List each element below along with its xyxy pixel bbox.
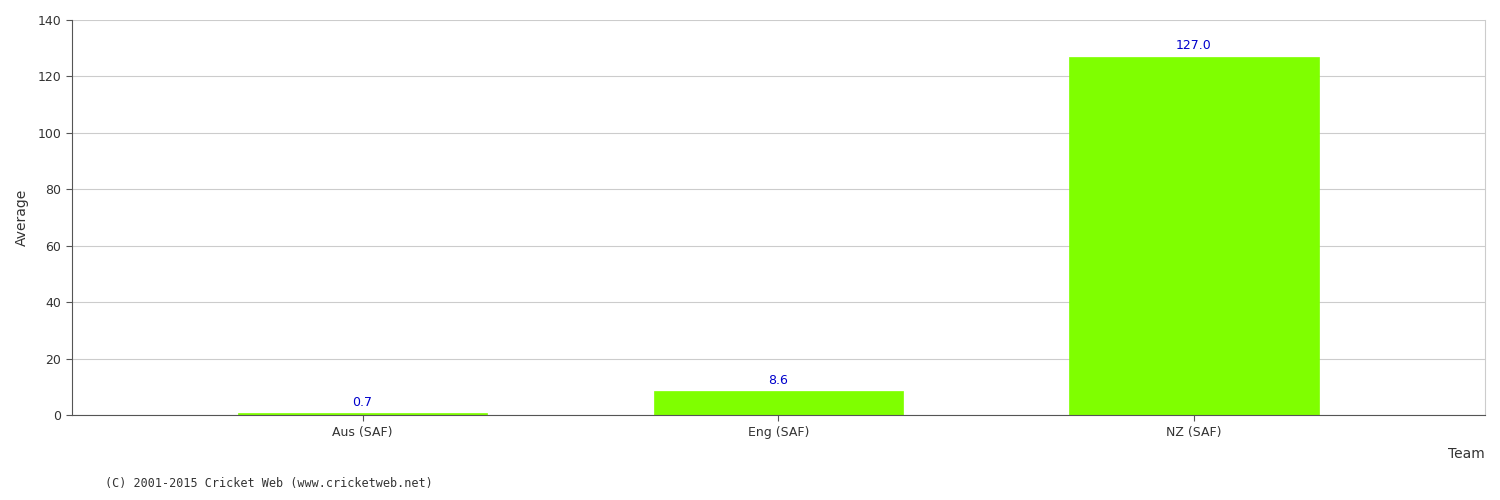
X-axis label: Team: Team [1448,447,1485,461]
Y-axis label: Average: Average [15,189,28,246]
Text: 0.7: 0.7 [352,396,372,409]
Text: 127.0: 127.0 [1176,40,1212,52]
Bar [238,413,488,415]
Bar [1070,56,1318,415]
Text: (C) 2001-2015 Cricket Web (www.cricketweb.net): (C) 2001-2015 Cricket Web (www.cricketwe… [105,477,432,490]
Bar [654,391,903,415]
Text: 8.6: 8.6 [768,374,788,386]
